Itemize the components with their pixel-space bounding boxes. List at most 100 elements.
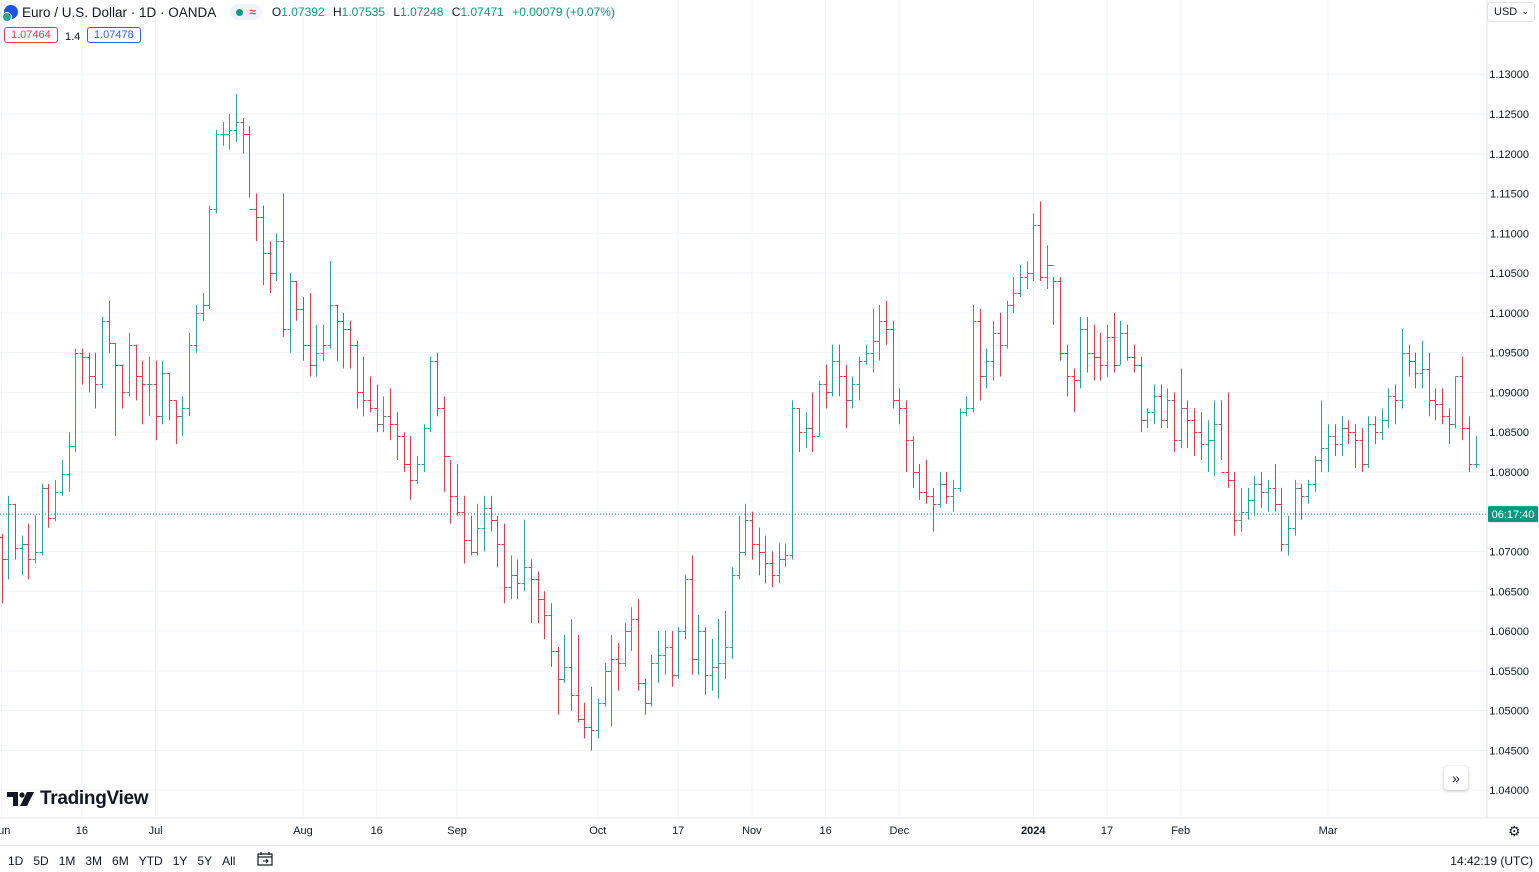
time-tick-label: Oct	[589, 825, 606, 837]
ohlc-bar	[1158, 384, 1165, 429]
range-1m-button[interactable]: 1M	[58, 854, 76, 868]
ohlc-bar	[1211, 400, 1218, 476]
price-tick-label: 1.12500	[1489, 109, 1529, 121]
ohlc-bar	[1459, 356, 1466, 441]
ohlc-bar	[803, 412, 810, 449]
ohlc-bar	[1057, 277, 1064, 361]
ohlc-bar	[380, 396, 387, 433]
ohlc-bar	[92, 352, 99, 409]
ohlc-bar	[454, 464, 461, 516]
axis-settings-icon[interactable]: ⚙	[1508, 823, 1521, 839]
ohlc-bar	[836, 344, 843, 397]
time-tick-label: Jun	[0, 825, 10, 837]
ohlc-bar	[1432, 388, 1439, 421]
market-open-dot-icon	[236, 8, 244, 16]
ohlc-bar	[313, 324, 320, 377]
ohlc-bar	[943, 471, 950, 504]
price-chart[interactable]: 1.04000 1.04500 1.05000 1.05500 1.06000 1.065…	[0, 0, 1539, 845]
ohlc-bar	[173, 400, 180, 445]
time-axis[interactable]: Jun 16 Jul Aug 16 Sep Oct 17 Nov 16 Dec 2024 17 Feb Ma…	[0, 825, 1338, 837]
ohlc-bar	[1473, 436, 1480, 468]
ohlc-bar	[568, 619, 575, 711]
ohlc-bar	[273, 233, 280, 282]
ohlc-bar	[823, 364, 830, 409]
change-value: +0.00079 (+0.07%)	[512, 5, 615, 19]
ohlc-bar	[695, 615, 702, 675]
ohlc-bar	[1077, 316, 1084, 389]
ohlc-bar	[1238, 487, 1245, 532]
ohlc-bar	[1426, 352, 1433, 417]
range-all-button[interactable]: All	[222, 854, 236, 868]
ohlc-bar	[736, 515, 743, 580]
ohlc-bar	[253, 193, 260, 242]
range-ytd-button[interactable]: YTD	[138, 854, 163, 868]
ohlc-bar	[575, 635, 582, 723]
ohlc-bar	[923, 460, 930, 504]
range-6m-button[interactable]: 6M	[112, 854, 129, 868]
spread-value: 1.4	[65, 31, 81, 43]
range-3m-button[interactable]: 3M	[85, 854, 103, 868]
ohlc-bar	[1017, 265, 1024, 297]
ohlc-bar	[1131, 344, 1138, 373]
ohlc-bar	[421, 424, 428, 472]
symbol-title[interactable]: Euro / U.S. Dollar · 1D · OANDA	[22, 4, 217, 20]
time-tick-label: Sep	[447, 825, 467, 837]
price-tick-label: 1.10000	[1489, 308, 1529, 320]
close-value: 1.07471	[460, 5, 504, 19]
ohlc-bar	[1178, 368, 1185, 449]
ohlc-bar	[280, 193, 287, 337]
ohlc-bar	[99, 316, 106, 389]
ohlc-bar	[86, 352, 93, 393]
utc-clock[interactable]: 14:42:19 (UTC)	[1450, 854, 1533, 868]
ohlc-bar	[1044, 245, 1051, 289]
tradingview-logo-icon	[7, 792, 34, 806]
tradingview-logo[interactable]: TradingView	[7, 788, 149, 810]
ohlc-bar	[200, 292, 207, 321]
ohlc-bar	[883, 300, 890, 345]
ohlc-bar	[1071, 368, 1078, 413]
ohlc-bar	[112, 343, 119, 437]
market-status-badge[interactable]: ≈	[230, 4, 262, 20]
buy-price-button[interactable]: 1.07478	[87, 27, 141, 43]
ohlc-bar	[334, 304, 341, 361]
ohlc-bar	[983, 348, 990, 389]
ohlc-bar	[1218, 400, 1225, 473]
range-5d-button[interactable]: 5D	[33, 854, 49, 868]
ohlc-bar	[742, 503, 749, 556]
price-axis[interactable]: 1.04000 1.04500 1.05000 1.05500 1.06000 1.065…	[1489, 69, 1529, 797]
ohlc-bar	[360, 356, 367, 417]
replay-wave-icon: ≈	[249, 5, 256, 19]
calendar-go-to-icon[interactable]	[257, 852, 273, 866]
ohlc-bar	[19, 535, 26, 576]
ohlc-bar	[769, 551, 776, 588]
ohlc-bar	[1097, 332, 1104, 381]
ohlc-bar	[689, 555, 696, 675]
ohlc-bar	[293, 281, 300, 321]
ohlc-bar	[722, 611, 729, 679]
sell-price-button[interactable]: 1.07464	[4, 27, 58, 43]
ohlc-bar	[1278, 487, 1285, 552]
currency-selector[interactable]: USD ⌄	[1487, 2, 1535, 22]
ohlc-bar	[1439, 388, 1446, 425]
ohlc-bar	[682, 575, 689, 640]
ohlc-bar	[561, 635, 568, 683]
ohlc-bar	[481, 495, 488, 552]
ohlc-bar	[1339, 416, 1346, 457]
ohlc-bar	[789, 400, 796, 560]
ohlc-bar	[39, 483, 46, 556]
price-tick-label: 1.10500	[1489, 268, 1529, 280]
time-tick-label: 17	[672, 825, 684, 837]
ohlc-bar	[628, 607, 635, 651]
ohlc-bar	[267, 241, 274, 293]
ohlc-bar	[1205, 420, 1212, 472]
scroll-to-realtime-button[interactable]: »	[1444, 766, 1468, 790]
time-tick-label: Aug	[293, 825, 313, 837]
ohlc-bar	[119, 364, 126, 409]
ohlc-bar	[903, 400, 910, 472]
range-5y-button[interactable]: 5Y	[197, 854, 213, 868]
ohlc-bar	[106, 300, 113, 353]
ohlc-bar	[1399, 328, 1406, 409]
ohlc-bar	[1164, 388, 1171, 429]
range-1y-button[interactable]: 1Y	[172, 854, 188, 868]
range-1d-button[interactable]: 1D	[8, 854, 24, 868]
